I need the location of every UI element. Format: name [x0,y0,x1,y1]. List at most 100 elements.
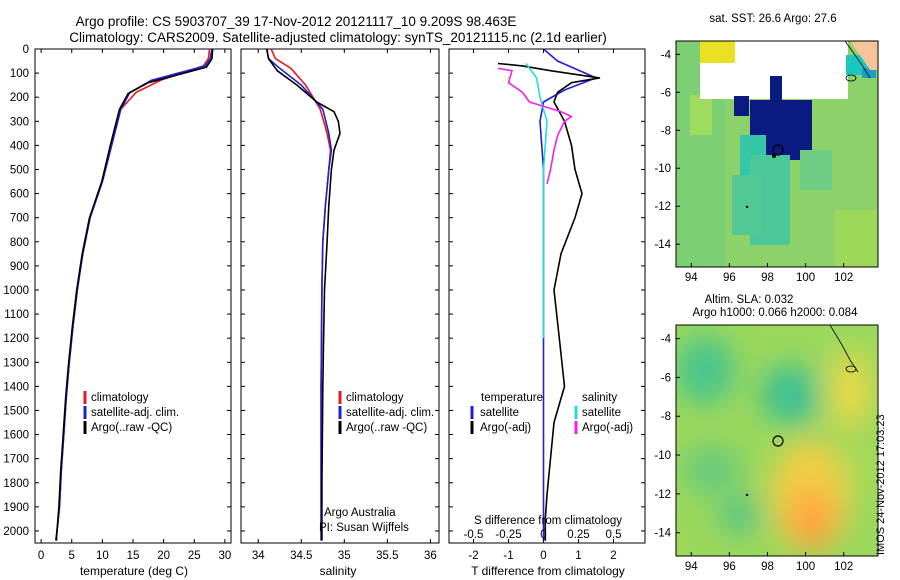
map-y-tick-label: -8 [661,411,671,423]
y-tick-label: 500 [10,164,29,176]
y-tick-label: 600 [10,189,29,201]
series-line-salinity-satellite [525,63,548,339]
salinity-xlabel: salinity [320,564,357,578]
legend-label-satellite-clim: satellite-adj. clim. [346,407,434,419]
x-tick-label: 5 [69,550,75,562]
sla-field [676,325,878,556]
annotation-argo-australia: Argo Australia [324,507,396,519]
s-tick-label: 0.25 [567,529,589,541]
salinity-profile-panel: 34 34.5 35 35.5 36 salinity climatology sate… [240,48,440,578]
series-line-temperature-satellite [539,48,597,541]
sla-map-panel: Altim. SLA: 0.032 Argo h1000: 0.066 h200… [654,294,879,573]
y-tick-label: 1900 [3,502,29,514]
legend-label-satellite-clim: satellite-adj. clim. [91,407,179,419]
footer-timestamp: IMOS 24-Nov-2012 17:03:23 [875,414,887,555]
y-tick-label: 1100 [4,309,29,321]
y-tick-label: 1200 [3,333,29,345]
map-y-tick-label: -10 [654,450,671,462]
salinity-legend: climatology satellite-adj. clim. Argo(..… [338,391,434,434]
map-y-tick-label: -12 [654,201,671,213]
figure-title-line2: Climatology: CARS2009. Satellite-adjuste… [69,30,607,45]
series-line-argo-raw-qc- [266,48,341,541]
difference-profile-panel: -2 -1 0 1 2 -0.5 -0.25 0 0.25 0.5 T difference fr… [448,48,646,578]
legend-label-argo: Argo(..raw -QC) [346,422,427,434]
x-tick-label: 35 [338,550,351,562]
y-tick-label: 1700 [3,454,29,466]
x-tick-label: 36 [424,550,437,562]
y-tick-label: 1400 [3,381,29,393]
map-x-tick-label: 96 [723,561,736,573]
sst-map-title: sat. SST: 26.6 Argo: 27.6 [709,13,836,25]
legend-label-climatology: climatology [346,392,404,404]
y-tick-label: 700 [10,213,29,225]
stamp-text: IMOS 24-Nov-2012 17:03:23 [875,414,887,555]
x-tick-label: 35.5 [376,550,398,562]
legend-title-salinity: salinity [582,392,617,404]
x-tick-label: -2 [468,550,478,562]
x-tick-label: 0 [38,550,44,562]
map-y-tick-label: -8 [661,125,671,137]
map-x-tick-label: 102 [834,561,853,573]
x-tick-label: 20 [157,550,170,562]
x-tick-label: 25 [188,550,201,562]
temperature-xlabel: temperature (deg C) [80,564,188,578]
sst-map-panel: sat. SST: 26.6 Argo: 27.6 [654,13,879,284]
map-x-tick-label: 100 [796,272,815,284]
map-x-tick-label: 94 [685,272,698,284]
y-tick-label: 800 [10,237,29,249]
sla-map-title-line2: Argo h1000: 0.066 h2000: 0.084 [693,307,859,319]
x-tick-label: 1 [575,550,581,562]
map-x-tick-label: 98 [761,272,774,284]
x-tick-label: 34.5 [290,550,312,562]
sla-map-title-line1: Altim. SLA: 0.032 [705,294,794,306]
temperature-series [55,48,214,541]
map-x-tick-label: 96 [723,272,736,284]
legend-title-temperature: temperature [481,392,543,404]
y-tick-label: 2000 [3,526,29,538]
annotation-pi: PI: Susan Wijffels [319,522,409,534]
legend-label-argo: Argo(..raw -QC) [91,422,172,434]
series-line-temperature-argo-adj- [497,62,601,541]
difference-series [497,48,601,541]
y-tick-label: 300 [10,116,29,128]
series-line-salinity-argo-adj- [497,67,573,185]
legend-label-s-argo: Argo(-adj) [582,422,633,434]
figure-title-line1: Argo profile: CS 5903707_39 17-Nov-2012 … [76,14,517,29]
map-x-tick-label: 98 [761,561,774,573]
map-y-tick-label: -12 [654,489,671,501]
legend-label-climatology: climatology [91,392,149,404]
map-x-tick-label: 94 [685,561,698,573]
s-difference-xlabel: S difference from climatology [474,515,622,527]
x-tick-label: 30 [218,550,231,562]
s-tick-label: 0 [540,529,546,541]
map-y-tick-label: -6 [661,372,671,384]
y-tick-label: 1000 [3,285,29,297]
map-y-tick-label: -6 [661,87,671,99]
x-tick-label: 0 [540,550,546,562]
temperature-legend: climatology satellite-adj. clim. Argo(..… [83,391,179,434]
x-tick-label: 34 [252,550,265,562]
x-tick-label: 15 [127,550,140,562]
y-tick-label: 1300 [3,357,29,369]
legend-label-t-satellite: satellite [480,407,519,419]
y-tick-label: 0 [23,44,29,56]
sst-field [676,41,878,267]
x-tick-label: 10 [96,550,109,562]
map-y-tick-label: -4 [661,334,672,346]
y-tick-label: 100 [10,68,29,80]
series-line-argo-raw-qc- [55,48,214,541]
y-tick-label: 1600 [3,430,29,442]
map-y-tick-label: -14 [654,528,671,540]
legend-label-t-argo: Argo(-adj) [480,422,531,434]
s-tick-label: -0.25 [495,529,521,541]
y-tick-label: 200 [10,92,29,104]
map-x-tick-label: 102 [834,272,853,284]
s-tick-label: 0.5 [606,529,622,541]
y-tick-label: 400 [10,140,29,152]
map-x-tick-label: 100 [796,561,815,573]
x-tick-label: -1 [503,550,513,562]
series-line-satellite-adj-clim- [266,48,333,541]
y-tick-label: 1500 [3,405,29,417]
y-tick-label: 1800 [3,478,29,490]
